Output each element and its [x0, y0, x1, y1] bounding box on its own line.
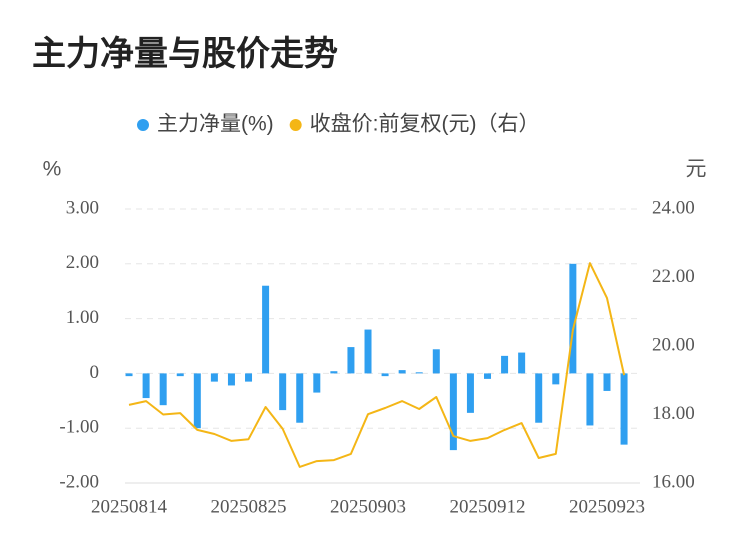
y2-tick-label: 20.00 [652, 334, 695, 355]
bar [518, 352, 526, 374]
bar [466, 373, 474, 413]
bar [432, 349, 440, 374]
x-tick-label: 20250912 [450, 496, 526, 517]
bar [449, 373, 457, 451]
bar [142, 373, 150, 399]
price-line [128, 262, 626, 468]
y2-axis-unit: 元 [686, 158, 707, 181]
bar [415, 372, 423, 374]
chart-title: 主力净量与股价走势 [32, 35, 338, 73]
y-tick-label: -1.00 [59, 417, 99, 438]
bar [125, 373, 133, 377]
legend-marker [289, 119, 302, 131]
legend-marker [137, 119, 149, 131]
bar [245, 373, 253, 382]
bar [603, 373, 611, 391]
bar [159, 373, 167, 406]
y2-tick-label: 18.00 [652, 403, 695, 424]
y2-tick-label: 16.00 [652, 471, 695, 492]
x-tick-label: 20250825 [211, 496, 287, 517]
y-axis-unit: % [43, 158, 62, 181]
x-tick-label: 20250814 [91, 496, 168, 517]
bar [210, 373, 218, 382]
bar [364, 329, 372, 374]
y2-tick-label: 22.00 [652, 266, 695, 287]
bar [193, 373, 201, 429]
x-tick-label: 20250923 [569, 496, 645, 517]
y-tick-label: -2.00 [59, 471, 99, 492]
y2-tick-label: 24.00 [652, 197, 695, 218]
legend-label: 收盘价:前复权(元)（右） [310, 113, 540, 136]
bar [586, 373, 594, 426]
bar [552, 373, 560, 385]
bar [330, 371, 338, 374]
bar [296, 373, 304, 423]
y-tick-label: 3.00 [66, 197, 99, 218]
bar [279, 373, 287, 411]
bar [347, 347, 355, 374]
legend-label: 主力净量(%) [157, 113, 274, 136]
bar [313, 373, 321, 393]
x-tick-label: 20250903 [330, 496, 406, 517]
bar [501, 355, 509, 374]
bar [620, 373, 628, 445]
bar [176, 373, 184, 377]
bar [262, 285, 270, 374]
bar [535, 373, 543, 423]
y-tick-label: 1.00 [66, 307, 99, 328]
y-tick-label: 2.00 [66, 252, 99, 273]
bar [484, 373, 492, 379]
y-tick-label: 0 [90, 362, 100, 383]
bar [569, 263, 577, 374]
bar [398, 370, 406, 374]
bar [381, 373, 389, 377]
bar [227, 373, 235, 386]
